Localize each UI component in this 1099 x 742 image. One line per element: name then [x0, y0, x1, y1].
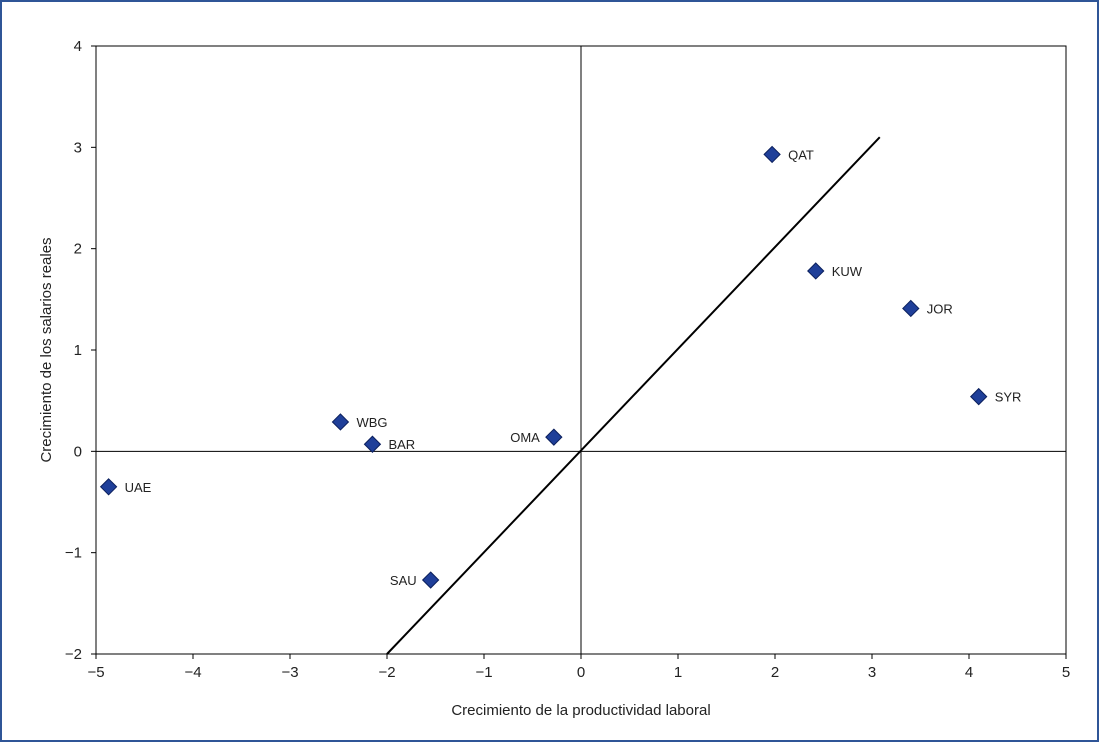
x-tick-label: −2: [378, 664, 395, 681]
x-tick-label: 1: [674, 664, 682, 681]
point-label-oma: OMA: [510, 430, 540, 445]
x-tick-label: −5: [87, 664, 104, 681]
data-point-wbg: [331, 413, 350, 431]
x-tick-label: −3: [281, 664, 298, 681]
x-tick-label: −1: [475, 664, 492, 681]
point-label-kuw: KUW: [832, 264, 863, 279]
point-label-uae: UAE: [125, 480, 152, 495]
y-tick-label: 3: [74, 139, 82, 156]
x-tick-label: 0: [577, 664, 585, 681]
data-point-qat: [763, 145, 781, 164]
data-point-uae: [99, 478, 118, 496]
data-point-sau: [421, 571, 440, 589]
y-tick-label: −2: [65, 646, 82, 663]
data-point-kuw: [807, 262, 825, 280]
y-tick-label: 0: [74, 443, 82, 460]
y-tick-label: 1: [74, 342, 82, 359]
data-point-syr: [969, 387, 988, 406]
x-axis-title: Crecimiento de la productividad laboral: [451, 702, 710, 719]
y-tick-label: 4: [74, 38, 82, 55]
point-label-jor: JOR: [927, 301, 953, 316]
point-label-syr: SYR: [995, 390, 1022, 405]
point-label-wbg: WBG: [356, 415, 387, 430]
data-point-bar: [363, 435, 382, 453]
x-tick-label: −4: [184, 664, 201, 681]
x-tick-label: 3: [868, 664, 876, 681]
x-tick-label: 4: [965, 664, 973, 681]
y-axis-title: Crecimiento de los salarios reales: [38, 237, 55, 462]
x-tick-label: 5: [1062, 664, 1070, 681]
trend-line: [386, 136, 881, 655]
point-label-sau: SAU: [390, 573, 417, 588]
data-point-jor: [902, 299, 920, 318]
data-point-oma: [545, 428, 563, 446]
point-label-bar: BAR: [388, 437, 415, 452]
y-tick-label: −1: [65, 545, 82, 562]
x-tick-label: 2: [771, 664, 779, 681]
y-tick-label: 2: [74, 241, 82, 258]
point-label-qat: QAT: [788, 147, 814, 162]
